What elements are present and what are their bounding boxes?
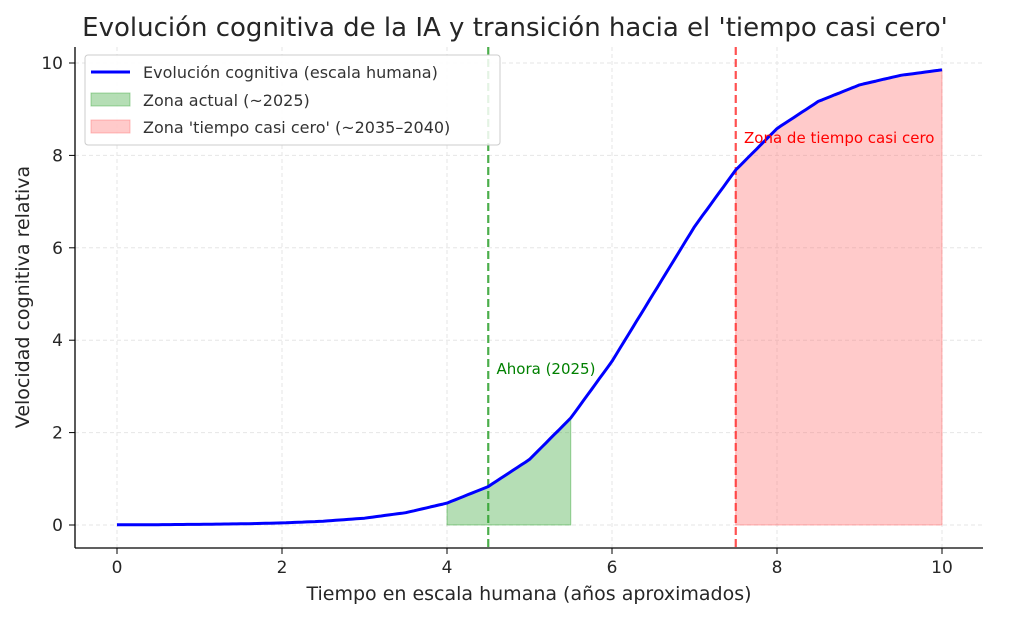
y-tick-label: 4	[52, 331, 63, 351]
x-tick-label: 8	[772, 558, 783, 578]
legend-label-red: Zona 'tiempo casi cero' (~2035–2040)	[143, 118, 450, 137]
grid	[75, 47, 983, 548]
legend-swatch-red	[90, 119, 131, 134]
x-tick-label: 0	[112, 558, 123, 578]
ticks: 0 2 4 6 8 10 0 2 4 6 8 10	[41, 54, 952, 578]
chart-title: Evolución cognitiva de la IA y transició…	[82, 13, 948, 43]
x-tick-label: 10	[931, 558, 953, 578]
legend-swatch-green	[90, 92, 131, 107]
annotation-1: Zona de tiempo casi cero	[744, 129, 934, 147]
y-axis-label: Velocidad cognitiva relativa	[12, 166, 34, 428]
legend-frame	[84, 54, 501, 146]
x-tick-label: 6	[607, 558, 618, 578]
series	[116, 68, 943, 527]
legend-label-green: Zona actual (~2025)	[143, 91, 310, 110]
legend: Evolución cognitiva (escala humana) Zona…	[84, 54, 501, 146]
y-tick-label: 6	[52, 239, 63, 259]
y-tick-label: 10	[41, 54, 63, 74]
legend-label-series: Evolución cognitiva (escala humana)	[143, 63, 438, 82]
x-axis-label: Tiempo en escala humana (años aproximado…	[305, 583, 751, 605]
x-tick-label: 2	[277, 558, 288, 578]
annotations: Ahora (2025) Zona de tiempo casi cero	[497, 129, 935, 378]
x-tick-label: 4	[442, 558, 453, 578]
y-tick-label: 2	[52, 424, 63, 444]
annotation-0: Ahora (2025)	[497, 360, 596, 378]
y-tick-label: 0	[52, 516, 63, 536]
y-tick-label: 8	[52, 146, 63, 166]
